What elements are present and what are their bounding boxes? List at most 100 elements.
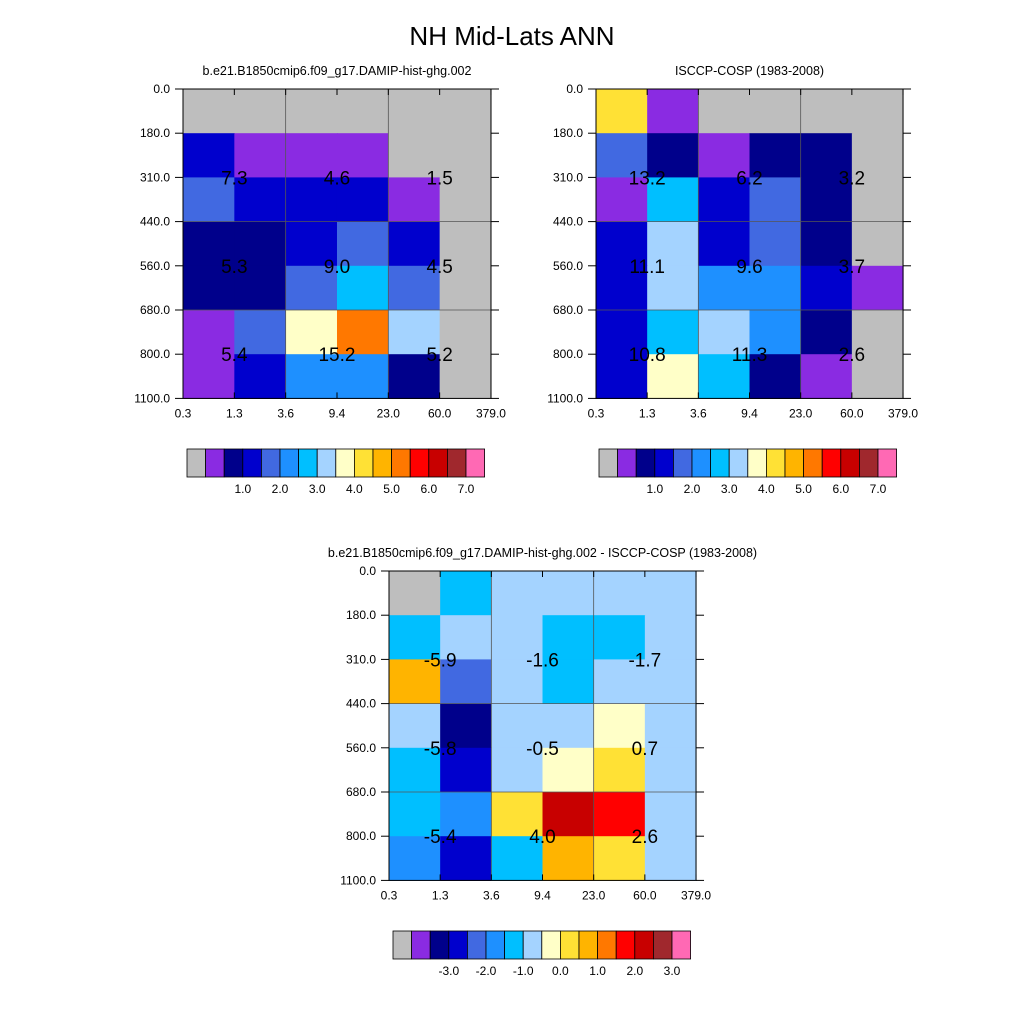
heatmap-cell bbox=[491, 615, 544, 660]
heatmap-cell bbox=[439, 354, 492, 399]
heatmap-cell bbox=[183, 265, 235, 311]
colorbar-label: 6.0 bbox=[832, 482, 849, 496]
heatmap-cell bbox=[336, 310, 389, 355]
y-tick-label: 180.0 bbox=[553, 126, 583, 140]
colorbar-label: 2.0 bbox=[684, 482, 701, 496]
panel-title: b.e21.B1850cmip6.f09_g17.DAMIP-hist-ghg.… bbox=[328, 546, 757, 560]
colorbar-swatch bbox=[242, 448, 262, 478]
heatmap-cell bbox=[749, 265, 802, 311]
heatmap-cell bbox=[800, 265, 853, 311]
heatmap-cell bbox=[336, 221, 389, 267]
heatmap-cell bbox=[183, 310, 235, 355]
colorbar-label: -2.0 bbox=[476, 964, 497, 978]
colorbar-swatch bbox=[504, 930, 524, 960]
heatmap-cell bbox=[234, 133, 287, 178]
heatmap-cell bbox=[644, 836, 697, 881]
heatmap-cell bbox=[644, 615, 697, 660]
colorbar-swatch bbox=[465, 448, 486, 478]
colorbar-label: 3.0 bbox=[664, 964, 681, 978]
heatmap-cell bbox=[542, 571, 595, 616]
heatmap-cell bbox=[389, 615, 441, 660]
heatmap-cell bbox=[388, 89, 441, 134]
heatmap-cell bbox=[698, 354, 751, 399]
heatmap-cell bbox=[698, 177, 751, 223]
heatmap-cell bbox=[698, 89, 751, 134]
y-tick-label: 0.0 bbox=[566, 82, 583, 96]
colorbar-swatch bbox=[691, 448, 712, 478]
heatmap-cell bbox=[542, 615, 595, 660]
colorbar: 1.0 2.0 3.0 4.0 5.0 6.0 7.0 bbox=[186, 448, 486, 496]
heatmap-cell bbox=[647, 354, 699, 399]
heatmap-cell bbox=[285, 89, 338, 134]
heatmap-cell bbox=[491, 792, 544, 837]
cell-annotation: -0.5 bbox=[526, 739, 559, 760]
colorbar-label: 5.0 bbox=[795, 482, 812, 496]
heatmap-cell bbox=[596, 89, 648, 134]
x-tick-label: 0.3 bbox=[588, 406, 605, 420]
heatmap-cell bbox=[234, 221, 287, 267]
heatmap-cell bbox=[800, 221, 853, 267]
heatmap-cell bbox=[647, 177, 699, 223]
heatmap-cell bbox=[388, 133, 441, 178]
colorbar-label: 5.0 bbox=[383, 482, 400, 496]
colorbar-swatch bbox=[353, 448, 374, 478]
heatmap-cell bbox=[647, 89, 699, 134]
colorbar-swatch bbox=[766, 448, 786, 478]
heatmap-cell bbox=[542, 792, 595, 837]
heatmap-cell bbox=[440, 836, 492, 881]
heatmap-cell bbox=[439, 265, 492, 311]
x-tick-label: 23.0 bbox=[789, 406, 813, 420]
cell-annotation: 9.0 bbox=[324, 257, 350, 278]
colorbar-swatch bbox=[409, 448, 430, 478]
panel-title: b.e21.B1850cmip6.f09_g17.DAMIP-hist-ghg.… bbox=[203, 64, 472, 78]
heatmap-cell bbox=[439, 177, 492, 223]
colorbar-swatch bbox=[522, 930, 543, 960]
heatmap-cell bbox=[440, 792, 492, 837]
cell-annotation: 2.6 bbox=[632, 827, 658, 848]
colorbar-swatch bbox=[279, 448, 300, 478]
heatmap-cell bbox=[698, 221, 751, 267]
panel-1: 0.3 1.3 3.6 9.4 23.0 60.0 379.0 0.0 180.0 310.0 44… bbox=[134, 64, 506, 496]
colorbar-swatch bbox=[859, 448, 879, 478]
colorbar-swatch bbox=[671, 930, 692, 960]
heatmap-cell bbox=[800, 89, 853, 134]
y-tick-label: 560.0 bbox=[553, 259, 583, 273]
heatmap-cell bbox=[698, 310, 751, 355]
y-tick-label: 1100.0 bbox=[547, 391, 583, 405]
heatmap-cell bbox=[388, 354, 441, 399]
y-tick-label: 1100.0 bbox=[134, 391, 170, 405]
heatmap-cell bbox=[644, 792, 697, 837]
heatmap-cell bbox=[491, 659, 544, 705]
heatmap-cell bbox=[542, 747, 595, 793]
colorbar-swatch bbox=[466, 930, 487, 960]
heatmap-cell bbox=[593, 571, 646, 616]
heatmap-cell bbox=[593, 659, 646, 705]
heatmap-cell bbox=[749, 177, 802, 223]
y-tick-label: 440.0 bbox=[140, 215, 170, 229]
heatmap-cell bbox=[440, 615, 492, 660]
heatmap-cell bbox=[183, 221, 235, 267]
colorbar-swatch bbox=[597, 930, 617, 960]
heatmap-cell bbox=[800, 354, 853, 399]
heatmap-cell bbox=[851, 265, 904, 311]
y-tick-label: 310.0 bbox=[553, 170, 583, 184]
colorbar-swatch bbox=[186, 448, 207, 478]
colorbar-label: 1.0 bbox=[589, 964, 606, 978]
heatmap-cell bbox=[234, 354, 287, 399]
heatmap-cell bbox=[388, 221, 441, 267]
colorbar-swatch bbox=[316, 448, 337, 478]
heatmap-cell bbox=[593, 836, 646, 881]
heatmap-cell bbox=[851, 89, 904, 134]
x-tick-label: 379.0 bbox=[888, 406, 918, 420]
heatmap-cell bbox=[439, 221, 492, 267]
heatmap-cell bbox=[596, 177, 648, 223]
heatmap-cell bbox=[800, 310, 853, 355]
colorbar-label: 3.0 bbox=[721, 482, 738, 496]
colorbar-swatch bbox=[598, 448, 619, 478]
colorbar-swatch bbox=[710, 448, 730, 478]
colorbar-label: 4.0 bbox=[346, 482, 363, 496]
heatmap-cell bbox=[593, 615, 646, 660]
heatmap-cell bbox=[336, 133, 389, 178]
heatmap-cell bbox=[388, 265, 441, 311]
colorbar-swatch bbox=[298, 448, 318, 478]
